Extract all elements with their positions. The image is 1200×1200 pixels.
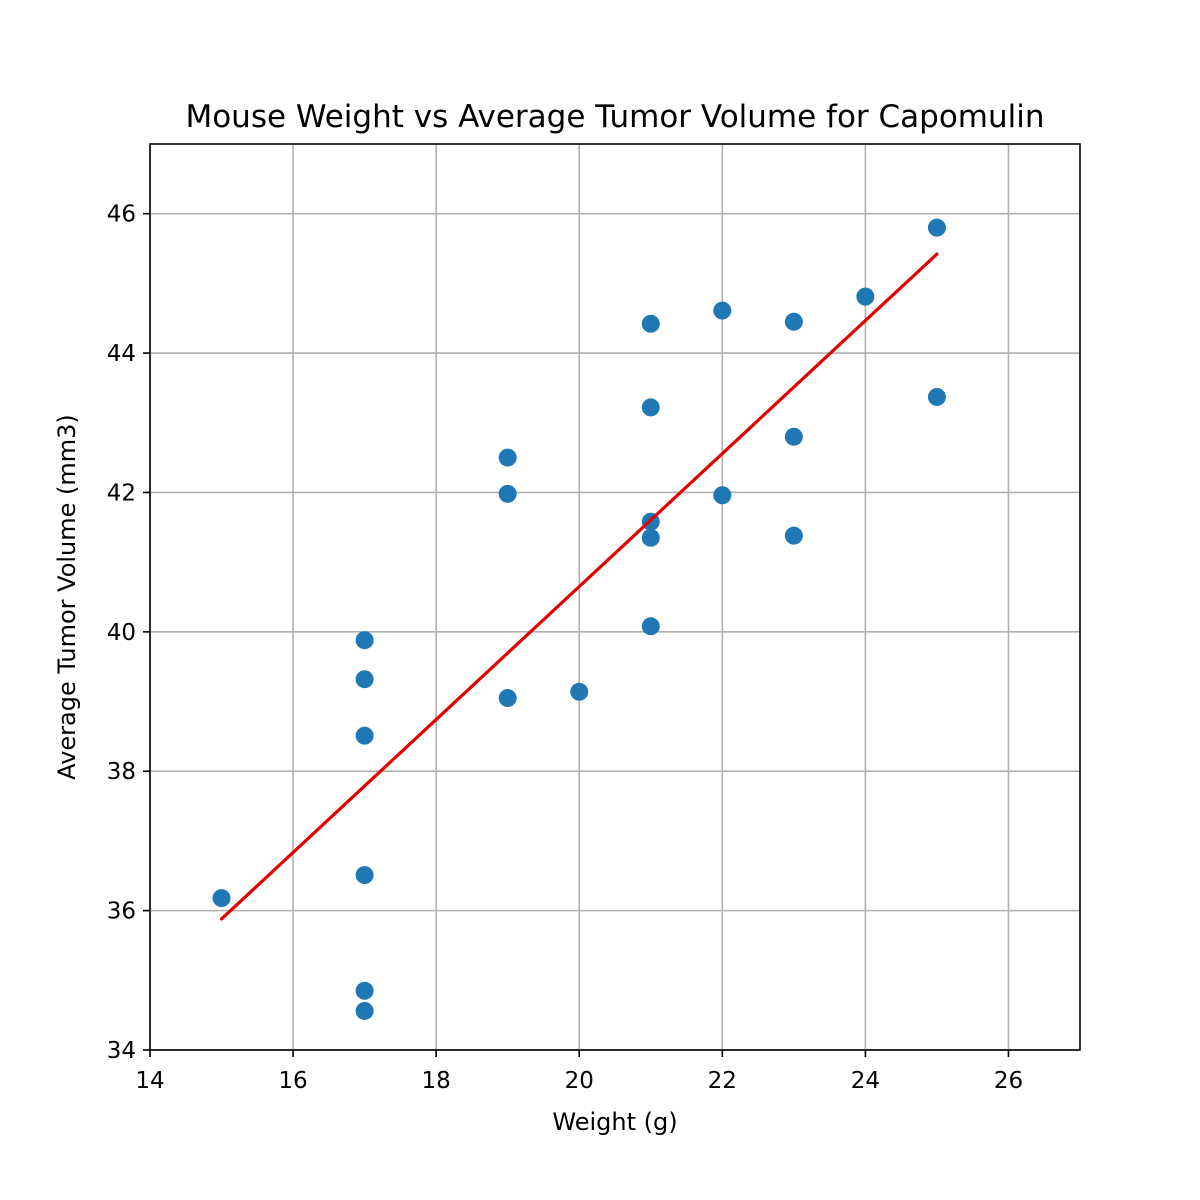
scatter-point [713, 301, 732, 320]
x-tick-label: 18 [422, 1068, 451, 1094]
y-tick-label: 34 [107, 1038, 136, 1064]
scatter-point [784, 312, 803, 331]
scatter-point [498, 484, 517, 503]
y-tick-label: 40 [107, 620, 136, 646]
y-tick-label: 42 [107, 480, 136, 506]
data-marks [212, 218, 946, 1020]
scatter-point [355, 631, 374, 650]
scatter-point [498, 448, 517, 467]
grid [149, 144, 1080, 1051]
chart-title: Mouse Weight vs Average Tumor Volume for… [185, 99, 1044, 135]
x-axis-label: Weight (g) [552, 1108, 677, 1136]
scatter-point [927, 218, 946, 237]
y-axis-label: Average Tumor Volume (mm3) [53, 414, 81, 780]
scatter-point [641, 528, 660, 547]
scatter-point [355, 981, 374, 1000]
plot-frame [149, 143, 1081, 1051]
scatter-point [355, 670, 374, 689]
x-tick-label: 20 [565, 1068, 594, 1094]
scatter-point [641, 398, 660, 417]
x-tick-label: 14 [135, 1068, 164, 1094]
scatter-point [355, 866, 374, 885]
scatter-point [641, 314, 660, 333]
axis-ticks: 14 16 18 20 22 24 26 34 36 38 40 42 44 46 [107, 202, 1023, 1094]
x-tick-label: 16 [278, 1068, 307, 1094]
scatter-point [784, 526, 803, 545]
scatter-point [570, 682, 589, 701]
regression-line [219, 252, 939, 921]
x-tick-label: 26 [994, 1068, 1023, 1094]
y-tick-label: 46 [107, 202, 136, 228]
y-tick-label: 38 [107, 759, 136, 785]
scatter-point [498, 689, 517, 708]
x-tick-label: 22 [708, 1068, 737, 1094]
x-tick-label: 24 [851, 1068, 880, 1094]
scatter-point [355, 726, 374, 745]
scatter-point [355, 1001, 374, 1020]
scatter-point [713, 486, 732, 505]
y-tick-label: 36 [107, 899, 136, 925]
scatter-point [212, 889, 231, 908]
scatter-point [856, 287, 875, 306]
scatter-point [641, 617, 660, 636]
scatter-point [784, 427, 803, 446]
y-tick-label: 44 [107, 341, 136, 367]
scatter-point [927, 387, 946, 406]
